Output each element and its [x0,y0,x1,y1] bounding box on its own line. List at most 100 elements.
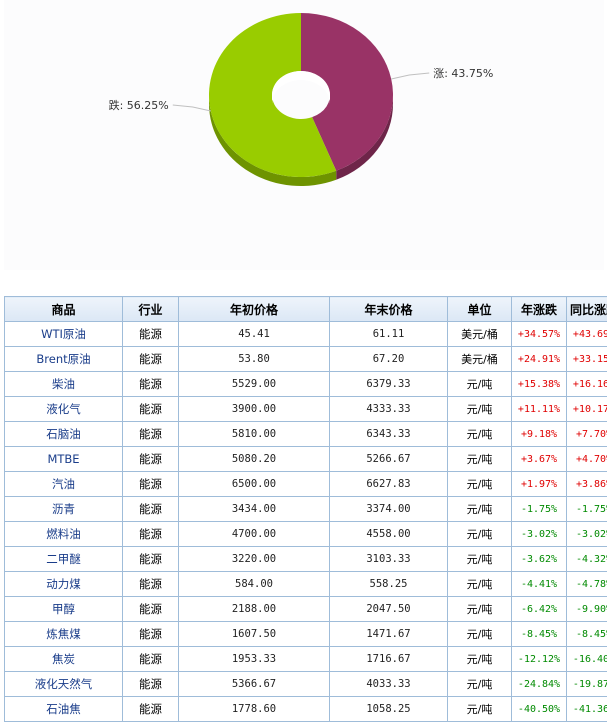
end-price: 6379.33 [329,371,448,397]
donut-chart: 涨: 43.75% 跌: 56.25% [109,13,493,186]
yoy-change: -8.45% [566,621,607,647]
start-price: 1953.33 [178,646,330,672]
year-change: +3.67% [511,446,567,472]
commodity-name[interactable]: 液化气 [4,396,123,422]
header-industry[interactable]: 行业 [122,296,179,322]
end-price: 6627.83 [329,471,448,497]
start-price: 3434.00 [178,496,330,522]
pie-slice-down[interactable] [209,13,337,177]
commodity-name[interactable]: 石油焦 [4,696,123,722]
commodity-name[interactable]: 柴油 [4,371,123,397]
industry: 能源 [122,396,179,422]
commodity-name[interactable]: 焦炭 [4,646,123,672]
industry: 能源 [122,621,179,647]
pie-slice-up[interactable] [301,13,394,171]
year-change: -12.12% [511,646,567,672]
commodity-name[interactable]: MTBE [4,446,123,472]
pie-chart-panel: 涨: 43.75% 跌: 56.25% [4,0,604,270]
start-price: 3220.00 [178,546,330,572]
commodity-name[interactable]: 燃料油 [4,521,123,547]
industry: 能源 [122,671,179,697]
industry: 能源 [122,696,179,722]
start-price: 53.80 [178,346,330,372]
commodity-name[interactable]: 二甲醚 [4,546,123,572]
unit: 元/吨 [447,571,512,597]
label-leader-line [391,72,430,80]
header-end-price[interactable]: 年末价格 [329,296,448,322]
end-price: 6343.33 [329,421,448,447]
label-leader-line [172,104,211,112]
year-change: -24.84% [511,671,567,697]
start-price: 5366.67 [178,671,330,697]
year-change: -1.75% [511,496,567,522]
year-change: -6.42% [511,596,567,622]
yoy-change: +3.86% [566,471,607,497]
yoy-change: -3.02% [566,521,607,547]
header-commodity[interactable]: 商品 [4,296,123,322]
start-price: 584.00 [178,571,330,597]
unit: 元/吨 [447,621,512,647]
start-price: 5810.00 [178,421,330,447]
yoy-change: -9.90% [566,596,607,622]
yoy-change: +10.17% [566,396,607,422]
header-unit[interactable]: 单位 [447,296,512,322]
commodity-name[interactable]: 石脑油 [4,421,123,447]
header-yoy-change[interactable]: 同比涨跌 [566,296,607,322]
yoy-change: -4.32% [566,546,607,572]
unit: 美元/桶 [447,321,512,347]
end-price: 1471.67 [329,621,448,647]
slice-side-1 [209,95,337,186]
commodity-name[interactable]: 沥青 [4,496,123,522]
industry: 能源 [122,421,179,447]
commodity-name[interactable]: 汽油 [4,471,123,497]
industry: 能源 [122,646,179,672]
start-price: 1778.60 [178,696,330,722]
unit: 元/吨 [447,696,512,722]
end-price: 3103.33 [329,546,448,572]
year-change: +15.38% [511,371,567,397]
yoy-change: -41.36% [566,696,607,722]
unit: 元/吨 [447,471,512,497]
donut-hole [272,71,330,104]
year-change: -8.45% [511,621,567,647]
end-price: 4558.00 [329,521,448,547]
industry: 能源 [122,471,179,497]
year-change: -3.02% [511,521,567,547]
commodity-name[interactable]: 甲醇 [4,596,123,622]
price-table: 商品 行业 年初价格 年末价格 单位 年涨跌 同比涨跌 WTI原油能源45.41… [4,296,607,722]
price-table-container: 商品 行业 年初价格 年末价格 单位 年涨跌 同比涨跌 WTI原油能源45.41… [4,296,607,722]
industry: 能源 [122,371,179,397]
commodity-name[interactable]: 动力煤 [4,571,123,597]
commodity-name[interactable]: 液化天然气 [4,671,123,697]
unit: 美元/桶 [447,346,512,372]
header-start-price[interactable]: 年初价格 [178,296,330,322]
commodity-name[interactable]: 炼焦煤 [4,621,123,647]
slice-side-0 [336,95,393,180]
industry: 能源 [122,521,179,547]
header-year-change[interactable]: 年涨跌 [511,296,567,322]
start-price: 5080.20 [178,446,330,472]
end-price: 558.25 [329,571,448,597]
start-price: 5529.00 [178,371,330,397]
end-price: 1716.67 [329,646,448,672]
end-price: 67.20 [329,346,448,372]
unit: 元/吨 [447,496,512,522]
commodity-name[interactable]: Brent原油 [4,346,123,372]
unit: 元/吨 [447,421,512,447]
unit: 元/吨 [447,521,512,547]
unit: 元/吨 [447,371,512,397]
commodity-name[interactable]: WTI原油 [4,321,123,347]
yoy-change: +16.16% [566,371,607,397]
